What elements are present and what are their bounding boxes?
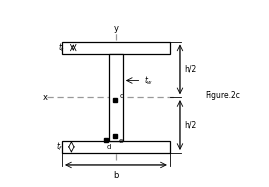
Text: d: d (107, 144, 111, 150)
Text: e: e (119, 138, 123, 144)
Text: b: b (113, 171, 119, 180)
Text: $t_w$: $t_w$ (144, 74, 154, 87)
Text: $t_t$: $t_t$ (58, 41, 65, 54)
Text: $t_f$: $t_f$ (55, 141, 63, 153)
Bar (62, 141, 170, 153)
Text: Figure.2c: Figure.2c (205, 91, 240, 100)
Text: x: x (43, 93, 48, 102)
Bar (62, 42, 170, 54)
Bar (109, 54, 123, 141)
Text: h/2: h/2 (185, 121, 197, 130)
Text: c: c (120, 93, 123, 99)
Text: h/2: h/2 (185, 65, 197, 74)
Text: y: y (114, 24, 118, 33)
